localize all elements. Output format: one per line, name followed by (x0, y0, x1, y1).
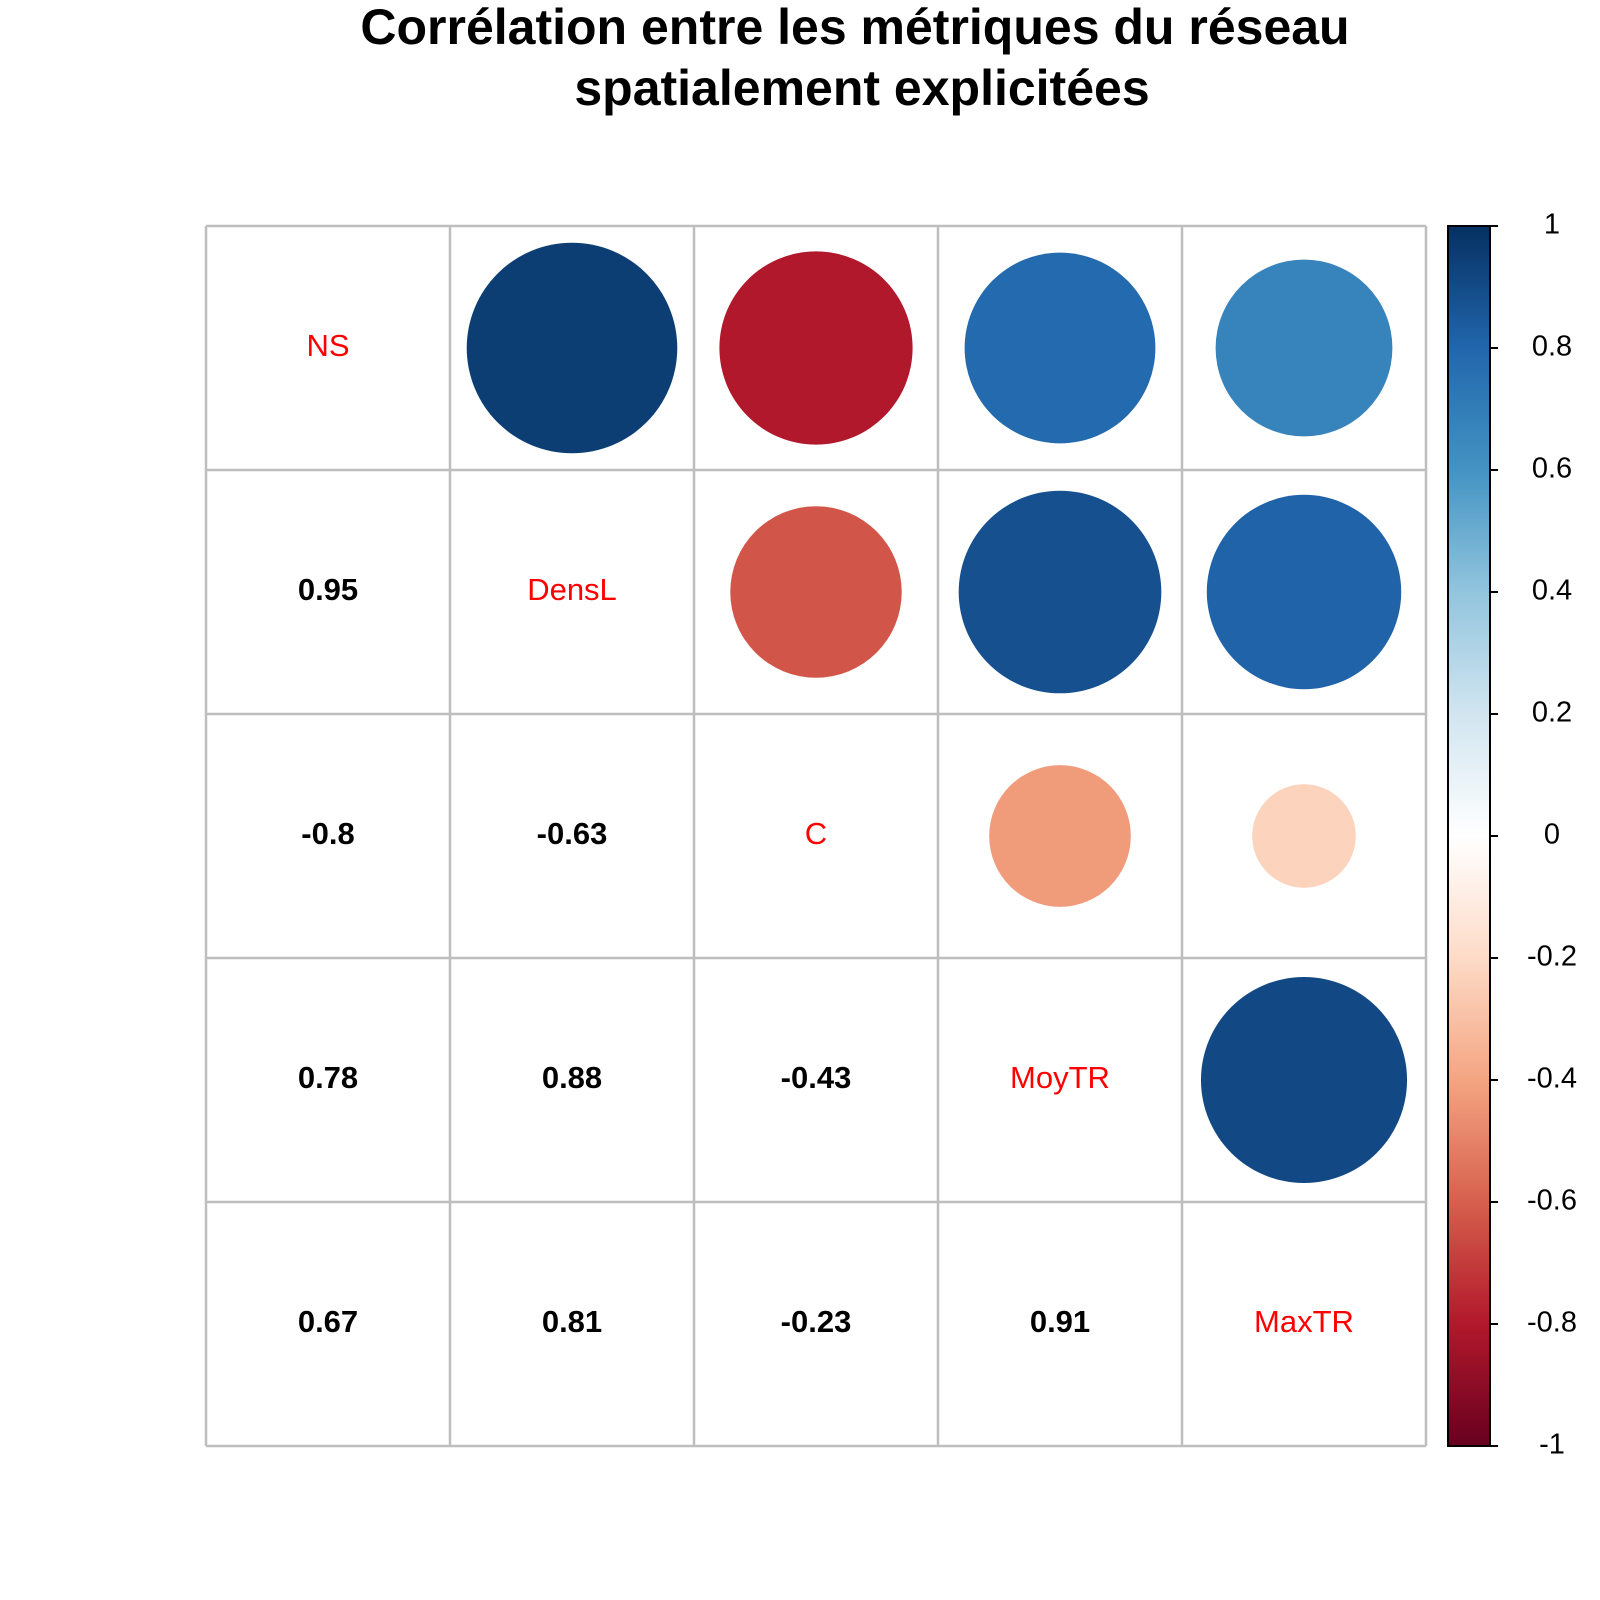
correlation-circle-densl-moytr (958, 490, 1162, 694)
legend-tick-label: 0.2 (1532, 697, 1572, 729)
correlation-circle-moytr-maxtr (1200, 976, 1408, 1184)
correlation-value-c-ns: -0.8 (301, 816, 354, 851)
legend-color-bar (1448, 226, 1490, 1446)
legend-tick-label: -0.8 (1527, 1307, 1577, 1339)
legend-tick-label: -0.2 (1527, 941, 1577, 973)
legend-tick-label: -1 (1539, 1429, 1565, 1461)
legend-tick-label: -0.4 (1527, 1063, 1577, 1095)
correlation-value-maxtr-densl: 0.81 (542, 1304, 602, 1339)
legend-tick-label: 1 (1544, 209, 1560, 241)
correlation-circle-ns-maxtr (1215, 259, 1393, 437)
correlation-circle-ns-moytr (964, 252, 1156, 444)
correlation-value-c-densl: -0.63 (537, 816, 608, 851)
legend-tick-label: 0.8 (1532, 331, 1572, 363)
grid (204, 224, 1428, 1448)
variable-label-ns: NS (306, 328, 349, 363)
correlation-circle-ns-c (719, 251, 913, 445)
legend-tick-label: 0.6 (1532, 453, 1572, 485)
correlation-circle-c-maxtr (1252, 784, 1356, 888)
variable-label-moytr: MoyTR (1010, 1060, 1110, 1095)
correlation-circle-densl-c (730, 506, 902, 678)
correlation-circle-c-moytr (989, 765, 1131, 907)
color-legend: -1 -0.8 -0.6 -0.4 -0.2 0 0.2 0.4 0.6 0.8 1 (1447, 209, 1577, 1461)
correlation-value-maxtr-moytr: 0.91 (1030, 1304, 1090, 1339)
correlation-value-densl-ns: 0.95 (298, 572, 358, 607)
variable-label-densl: DensL (527, 572, 617, 607)
correlation-matrix: NS 0.95 DensL -0.8 -0.63 C 0.78 0.88 -0.43 MoyTR 0… (204, 224, 1428, 1448)
correlation-circle-ns-densl (466, 242, 678, 454)
variable-label-c: C (805, 816, 827, 851)
legend-tick-label: -0.6 (1527, 1185, 1577, 1217)
correlation-value-moytr-ns: 0.78 (298, 1060, 358, 1095)
correlation-circle-densl-maxtr (1206, 494, 1402, 690)
chart-title-line-1: Corrélation entre les métriques du résea… (360, 0, 1349, 55)
correlation-value-moytr-densl: 0.88 (542, 1060, 602, 1095)
correlation-value-maxtr-c: -0.23 (781, 1304, 852, 1339)
correlation-value-maxtr-ns: 0.67 (298, 1304, 358, 1339)
legend-tick-label: 0 (1544, 819, 1560, 851)
legend-tick-label: 0.4 (1532, 575, 1572, 607)
correlation-value-moytr-c: -0.43 (781, 1060, 852, 1095)
chart-title-line-2: spatialement explicitées (574, 60, 1149, 116)
variable-label-maxtr: MaxTR (1254, 1304, 1354, 1339)
